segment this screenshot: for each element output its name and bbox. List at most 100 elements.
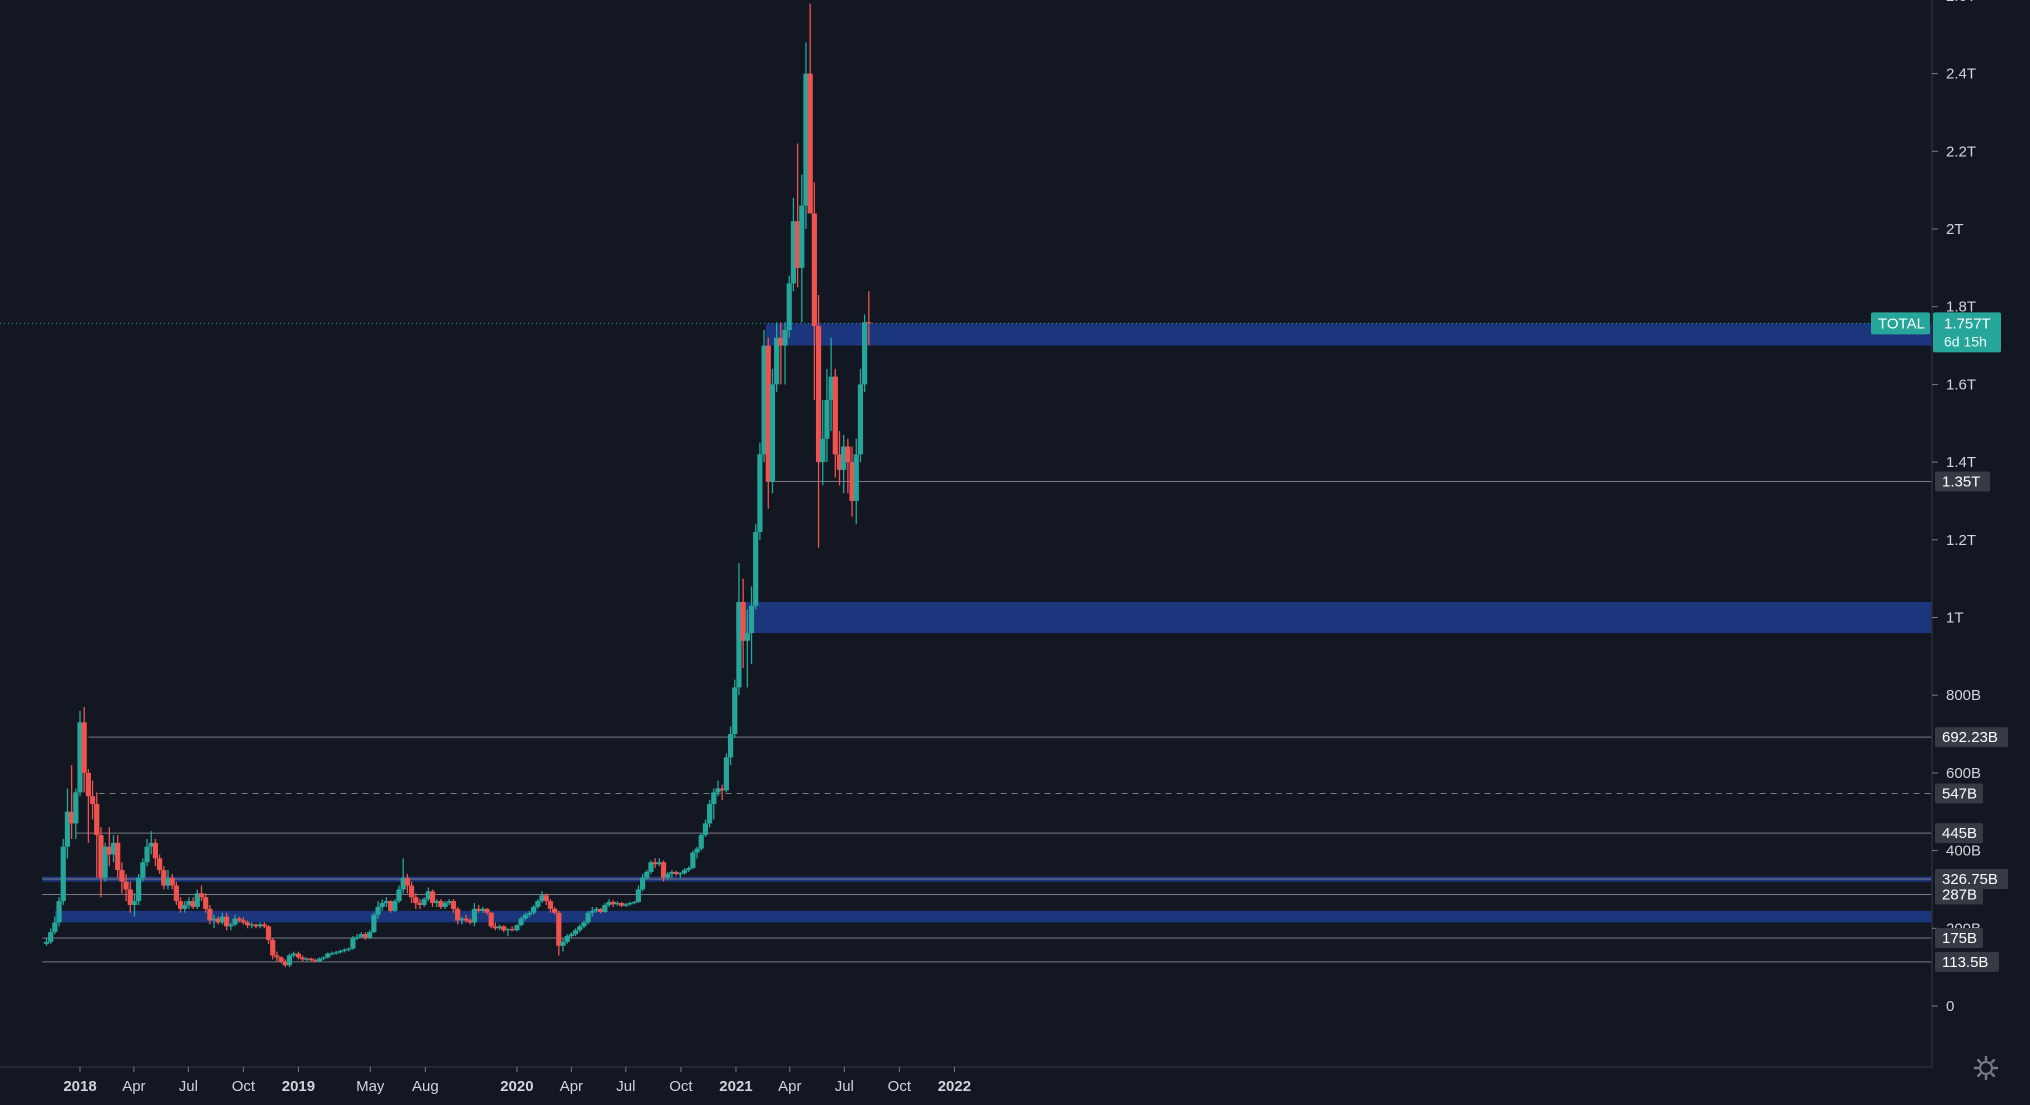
candle-body bbox=[115, 842, 121, 871]
candle-body bbox=[94, 803, 100, 836]
candle-body bbox=[358, 934, 364, 937]
candle-body bbox=[396, 889, 402, 902]
candle-body bbox=[782, 330, 788, 346]
candle-body bbox=[786, 283, 792, 331]
candle-body bbox=[295, 953, 302, 958]
price-line-label-bg bbox=[1935, 928, 1983, 949]
candle-body bbox=[681, 870, 688, 874]
candle-body bbox=[644, 871, 650, 878]
x-tick-label: Jul bbox=[616, 1078, 635, 1095]
y-tick-label: 800B bbox=[1946, 687, 1981, 704]
price-line-label: 692.23B bbox=[1942, 729, 1998, 746]
candle-body bbox=[656, 862, 662, 865]
candle-body bbox=[635, 889, 642, 902]
candle-body bbox=[194, 893, 200, 907]
candle-body bbox=[388, 901, 394, 911]
current-price-marker: TOTAL 1.757T 6d 15h bbox=[1871, 312, 2001, 353]
price-line-label: 1.35T bbox=[1942, 474, 1980, 491]
candle-body bbox=[732, 687, 738, 735]
candle-body bbox=[631, 901, 637, 904]
price-line-label-bg bbox=[1935, 823, 1983, 844]
gear-icon[interactable] bbox=[1972, 1054, 2000, 1082]
candle-body bbox=[769, 384, 776, 482]
y-tick-label: 600B bbox=[1946, 765, 1981, 782]
candle-body bbox=[274, 955, 280, 958]
candle-body bbox=[723, 757, 729, 791]
candle-body bbox=[56, 901, 62, 923]
candle-body bbox=[866, 322, 872, 324]
candle-body bbox=[69, 811, 75, 824]
candle-body bbox=[824, 399, 830, 439]
candle-body bbox=[577, 926, 583, 931]
candle-body bbox=[312, 960, 318, 962]
candle-body bbox=[119, 870, 125, 882]
x-tick-label: 2022 bbox=[938, 1078, 971, 1095]
candle-body bbox=[602, 904, 608, 912]
candle-body bbox=[215, 918, 221, 923]
candle-body bbox=[598, 908, 604, 912]
candle-body bbox=[81, 722, 87, 773]
candle-body bbox=[463, 918, 469, 921]
candle-body bbox=[698, 835, 704, 849]
candle-body bbox=[442, 903, 448, 907]
symbol-badge bbox=[1871, 312, 1930, 335]
candle-body bbox=[140, 862, 146, 878]
x-tick-label: Apr bbox=[778, 1078, 801, 1095]
candle-body bbox=[60, 846, 66, 902]
candle-body bbox=[219, 916, 226, 923]
candle-body bbox=[677, 873, 683, 875]
candle-body bbox=[799, 205, 805, 268]
candle-body bbox=[795, 221, 801, 268]
price-axis[interactable]: 2.6T 2.4T 2.2T 2T 1.8T 1.6T 1.4T 1.2T 1T 800B 600B… bbox=[1931, 0, 1981, 1067]
candle-body bbox=[346, 948, 352, 950]
candle-body bbox=[757, 454, 763, 533]
candle-body bbox=[325, 953, 331, 958]
time-axis[interactable]: 2018 Apr Jul Oct 2019 May Aug 2020 Apr Jul Oct 2021… bbox=[0, 1066, 1932, 1095]
candle-body bbox=[278, 957, 284, 962]
candle-body bbox=[375, 906, 381, 915]
candle-body bbox=[333, 952, 339, 954]
candle-body bbox=[64, 811, 71, 847]
candle-body bbox=[753, 532, 759, 606]
price-line-label: 445B bbox=[1942, 825, 1977, 842]
candle-body bbox=[614, 903, 621, 905]
x-tick-label: Apr bbox=[560, 1078, 583, 1095]
candle-body bbox=[711, 792, 717, 804]
candle-body bbox=[715, 788, 721, 793]
candle-body bbox=[690, 852, 696, 869]
candle-body bbox=[320, 957, 327, 959]
y-tick-label: 1.4T bbox=[1946, 454, 1976, 471]
candle-body bbox=[48, 932, 54, 942]
price-line-label: 547B bbox=[1942, 785, 1977, 802]
candle-body bbox=[173, 885, 179, 902]
candle-body bbox=[425, 891, 431, 900]
candle-body bbox=[211, 918, 217, 921]
current-price-badge bbox=[1933, 312, 2001, 353]
candle-body bbox=[253, 924, 259, 927]
candle-body bbox=[148, 842, 154, 847]
candle-body bbox=[492, 926, 498, 929]
x-tick-label: 2020 bbox=[500, 1078, 533, 1095]
x-tick-label: Oct bbox=[669, 1078, 693, 1095]
candle-body bbox=[421, 899, 427, 905]
candle-body bbox=[820, 438, 826, 463]
candle-body bbox=[707, 803, 713, 824]
candle-body bbox=[291, 953, 297, 956]
candle-body bbox=[85, 772, 91, 797]
candle-body bbox=[367, 932, 373, 939]
x-tick-label: Apr bbox=[122, 1078, 145, 1095]
candle-body bbox=[413, 897, 419, 904]
horizontal-price-lines bbox=[0, 322, 1932, 963]
candle-body bbox=[727, 734, 734, 758]
x-tick-label: Aug bbox=[412, 1078, 439, 1095]
y-tick-label: 2T bbox=[1946, 221, 1964, 238]
candle-body bbox=[236, 918, 242, 921]
x-tick-label: Jul bbox=[835, 1078, 854, 1095]
candle-body bbox=[514, 925, 520, 931]
candle-body bbox=[673, 871, 679, 874]
candle-body bbox=[73, 792, 79, 824]
candle-body bbox=[606, 901, 612, 905]
candle-body bbox=[467, 920, 473, 923]
